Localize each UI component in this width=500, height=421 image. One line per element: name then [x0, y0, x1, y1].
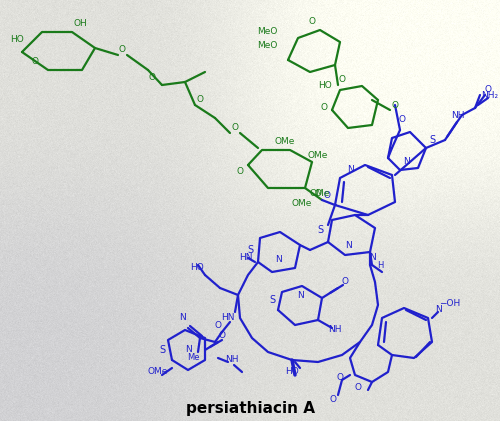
- Text: HO: HO: [190, 264, 204, 272]
- Text: S: S: [247, 245, 253, 255]
- Text: HN: HN: [221, 314, 235, 322]
- Text: O: O: [218, 331, 226, 341]
- Text: O: O: [330, 395, 336, 405]
- Text: NH₂: NH₂: [482, 91, 498, 99]
- Text: O: O: [354, 384, 362, 392]
- Text: O: O: [314, 189, 322, 198]
- Text: O: O: [32, 58, 38, 67]
- Text: O: O: [338, 75, 345, 85]
- Text: N: N: [184, 346, 192, 354]
- Text: O: O: [148, 74, 156, 83]
- Text: N: N: [296, 290, 304, 299]
- Text: S: S: [317, 225, 323, 235]
- Text: S: S: [159, 345, 165, 355]
- Text: O: O: [324, 192, 330, 200]
- Text: OMe: OMe: [148, 368, 168, 376]
- Text: O: O: [118, 45, 126, 54]
- Text: O: O: [214, 322, 222, 330]
- Text: OMe: OMe: [310, 189, 330, 198]
- Text: O: O: [236, 168, 244, 176]
- Text: N: N: [274, 256, 281, 264]
- Text: O: O: [398, 115, 406, 125]
- Text: N: N: [404, 157, 410, 166]
- Text: OMe: OMe: [292, 200, 312, 208]
- Text: NH: NH: [328, 325, 342, 335]
- Text: O: O: [308, 18, 316, 27]
- Text: −OH: −OH: [440, 298, 460, 307]
- Text: N: N: [346, 165, 354, 174]
- Text: MeO: MeO: [258, 42, 278, 51]
- Text: O: O: [232, 123, 238, 133]
- Text: MeO: MeO: [258, 27, 278, 37]
- Text: HO: HO: [285, 368, 299, 376]
- Text: O: O: [392, 101, 398, 109]
- Text: HO: HO: [318, 80, 332, 90]
- Text: O: O: [320, 104, 328, 112]
- Text: OH: OH: [73, 19, 87, 27]
- Text: OMe: OMe: [275, 136, 295, 146]
- Text: O: O: [342, 277, 348, 287]
- Text: HO: HO: [10, 35, 24, 45]
- Text: O: O: [196, 96, 203, 104]
- Text: N: N: [344, 242, 352, 250]
- Text: NH: NH: [225, 355, 239, 365]
- Text: persiathiacin A: persiathiacin A: [186, 400, 314, 416]
- Text: S: S: [269, 295, 275, 305]
- Text: OMe: OMe: [308, 150, 328, 160]
- Text: N: N: [368, 253, 376, 263]
- Text: O: O: [336, 373, 344, 383]
- Text: Me: Me: [187, 352, 199, 362]
- Text: H: H: [377, 261, 383, 269]
- Text: NH: NH: [451, 112, 465, 120]
- Text: O: O: [484, 85, 492, 94]
- Text: S: S: [429, 135, 435, 145]
- Text: N: N: [180, 314, 186, 322]
- Text: N: N: [434, 306, 442, 314]
- Text: HN: HN: [240, 253, 253, 263]
